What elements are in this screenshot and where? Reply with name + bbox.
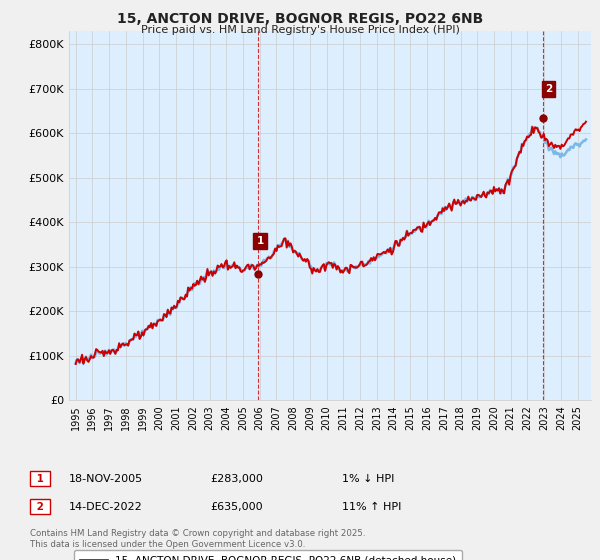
Text: 1: 1 (33, 474, 47, 484)
Text: Price paid vs. HM Land Registry's House Price Index (HPI): Price paid vs. HM Land Registry's House … (140, 25, 460, 35)
Text: 15, ANCTON DRIVE, BOGNOR REGIS, PO22 6NB: 15, ANCTON DRIVE, BOGNOR REGIS, PO22 6NB (117, 12, 483, 26)
Text: 1: 1 (257, 236, 264, 246)
Text: Contains HM Land Registry data © Crown copyright and database right 2025.
This d: Contains HM Land Registry data © Crown c… (30, 529, 365, 549)
Text: 1% ↓ HPI: 1% ↓ HPI (342, 474, 394, 484)
Text: £283,000: £283,000 (210, 474, 263, 484)
Text: £635,000: £635,000 (210, 502, 263, 512)
Text: 11% ↑ HPI: 11% ↑ HPI (342, 502, 401, 512)
Text: 2: 2 (33, 502, 47, 512)
Legend: 15, ANCTON DRIVE, BOGNOR REGIS, PO22 6NB (detached house), HPI: Average price, d: 15, ANCTON DRIVE, BOGNOR REGIS, PO22 6NB… (74, 550, 462, 560)
Text: 18-NOV-2005: 18-NOV-2005 (69, 474, 143, 484)
Text: 14-DEC-2022: 14-DEC-2022 (69, 502, 143, 512)
Text: 2: 2 (545, 83, 552, 94)
